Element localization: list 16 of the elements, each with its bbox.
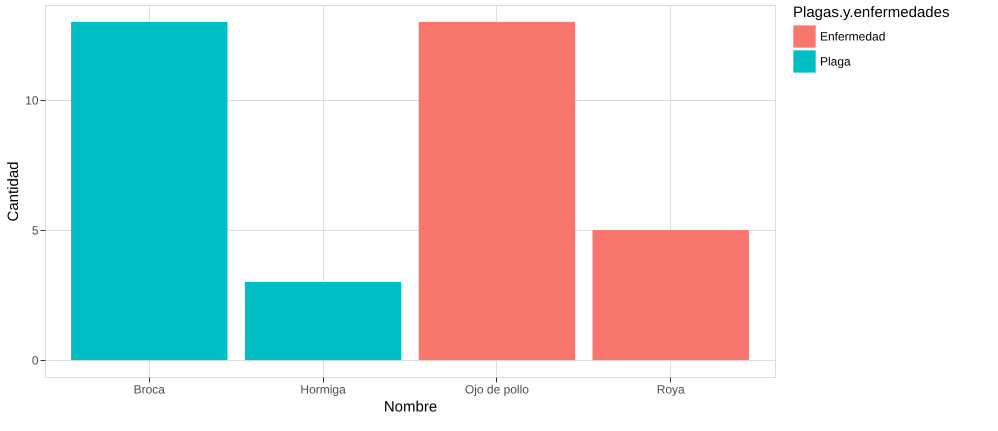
- x-tick-label: Broca: [134, 382, 166, 396]
- legend-title: Plagas.y.enfermedades: [793, 4, 950, 21]
- y-tick-label: 5: [32, 224, 39, 238]
- x-tick-label: Ojo de pollo: [464, 382, 530, 396]
- x-tick-label: Hormiga: [300, 382, 346, 396]
- bar: [244, 282, 402, 360]
- bar: [592, 230, 749, 360]
- legend-label: Plaga: [820, 54, 852, 68]
- y-tick-label: 10: [25, 93, 39, 108]
- x-axis-title: Nombre: [384, 398, 438, 416]
- y-axis-title: Cantidad: [5, 161, 22, 222]
- x-tick-label: Roya: [656, 382, 686, 396]
- bar: [71, 22, 228, 360]
- y-tick-label: 0: [32, 354, 39, 368]
- legend-label: Enfermedad: [820, 30, 886, 44]
- bar: [418, 22, 576, 360]
